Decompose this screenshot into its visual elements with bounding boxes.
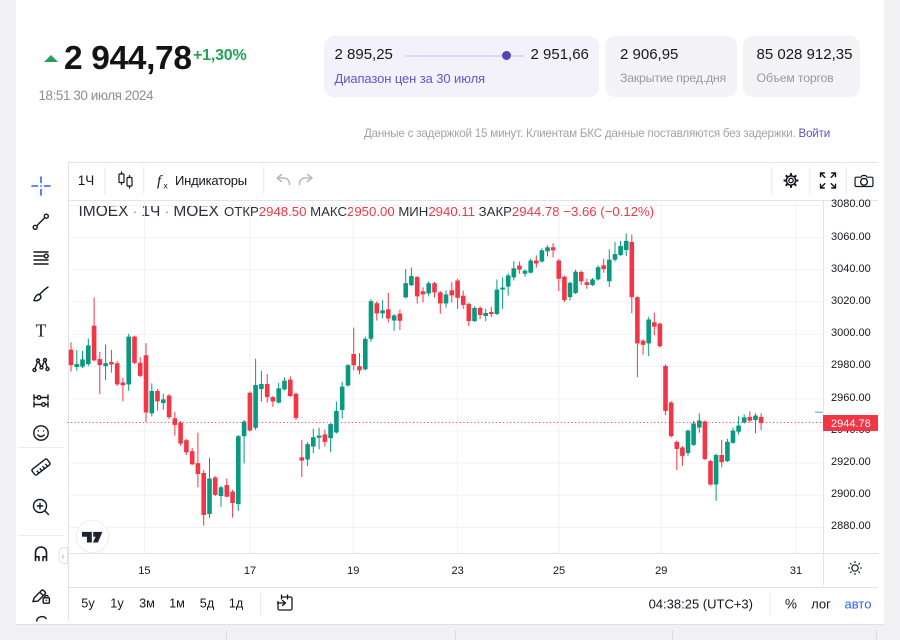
svg-text:лог: лог	[811, 597, 831, 612]
svg-text:f: f	[157, 174, 163, 190]
svg-text:04:38:25 (UTC+3): 04:38:25 (UTC+3)	[649, 597, 753, 612]
svg-text:%: %	[785, 597, 797, 612]
svg-text:авто: авто	[845, 597, 872, 612]
svg-text:1м: 1м	[169, 597, 185, 611]
svg-text:‹: ‹	[62, 551, 65, 561]
svg-text:T: T	[36, 321, 47, 341]
svg-text:1д: 1д	[229, 597, 244, 611]
svg-text:x: x	[164, 181, 169, 191]
svg-text:5д: 5д	[200, 597, 215, 611]
svg-text:5у: 5у	[81, 597, 95, 611]
svg-text:1Ч: 1Ч	[78, 173, 95, 188]
svg-text:1у: 1у	[110, 597, 124, 611]
svg-text:Индикаторы: Индикаторы	[175, 173, 247, 188]
svg-text:3м: 3м	[139, 597, 155, 611]
